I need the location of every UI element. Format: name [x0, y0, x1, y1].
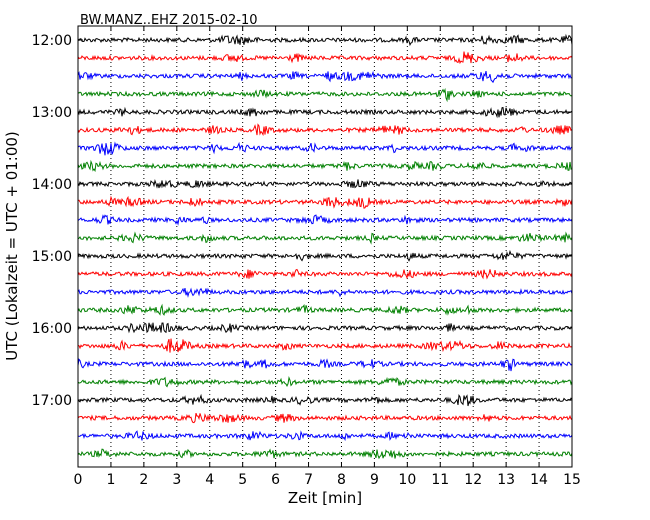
trace-layer [77, 33, 573, 460]
trace-1530 [77, 287, 573, 298]
y-tick-label: 13:00 [32, 105, 72, 121]
trace-1215 [77, 51, 573, 65]
x-tick-label: 13 [497, 472, 515, 488]
x-tick-label: 14 [530, 472, 548, 488]
plot-background [78, 26, 572, 467]
trace-1430 [77, 214, 573, 226]
trace-1730 [77, 430, 573, 442]
axis-ticks: 0 1 2 3 4 5 6 7 8 9 10 11 12 13 14 1512:0013:0014:0015:… [32, 26, 581, 488]
x-tick-label: 12 [464, 472, 482, 488]
x-tick-label: 3 [172, 472, 181, 488]
x-tick-label: 0 [74, 472, 83, 488]
x-tick-label: 7 [304, 472, 313, 488]
trace-1245 [77, 87, 573, 103]
y-tick-label: 16:00 [32, 321, 72, 337]
x-tick-label: 11 [431, 472, 449, 488]
trace-1615 [77, 338, 573, 353]
trace-1600 [77, 322, 573, 334]
x-tick-label: 2 [139, 472, 148, 488]
trace-1500 [77, 249, 573, 262]
x-tick-label: 9 [370, 472, 379, 488]
y-tick-label: 12:00 [32, 33, 72, 49]
trace-1400 [77, 178, 573, 189]
x-tick-label: 5 [238, 472, 247, 488]
x-tick-label: 1 [106, 472, 115, 488]
x-tick-label: 10 [398, 472, 416, 488]
y-tick-label: 15:00 [32, 249, 72, 265]
chart-title: BW.MANZ..EHZ 2015-02-10 [80, 13, 258, 28]
trace-1330 [77, 141, 573, 156]
grid-lines [110, 26, 540, 467]
trace-1545 [77, 303, 573, 316]
x-tick-label: 15 [563, 472, 581, 488]
plot-frame [77, 25, 573, 468]
trace-1315 [77, 123, 573, 137]
trace-1445 [77, 231, 573, 245]
y-tick-label: 14:00 [32, 177, 72, 193]
x-axis-label: Zeit [min] [288, 489, 362, 507]
trace-1745 [77, 448, 573, 460]
trace-1515 [77, 268, 573, 280]
y-axis-label: UTC (Lokalzeit = UTC + 01:00) [3, 131, 21, 361]
y-tick-label: 17:00 [32, 393, 72, 409]
x-tick-label: 6 [271, 472, 280, 488]
trace-1300 [77, 106, 573, 119]
x-tick-label: 4 [205, 472, 214, 488]
trace-1200 [77, 33, 573, 47]
trace-1230 [77, 70, 573, 84]
trace-1345 [77, 159, 573, 173]
trace-1715 [77, 412, 573, 424]
trace-1415 [77, 195, 573, 209]
trace-1630 [77, 358, 573, 372]
x-tick-label: 8 [337, 472, 346, 488]
trace-1645 [77, 375, 573, 388]
trace-1700 [78, 393, 573, 407]
